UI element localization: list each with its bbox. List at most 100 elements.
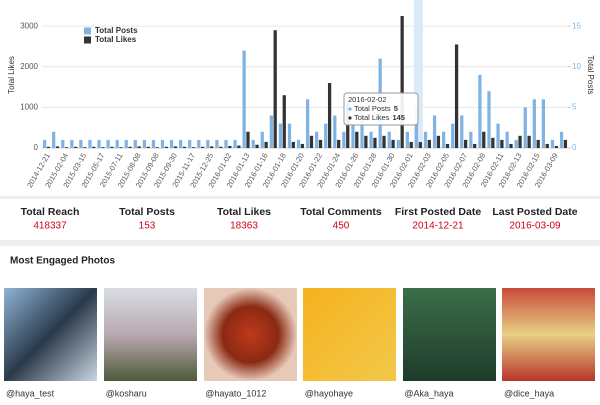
bar bbox=[460, 115, 464, 148]
bar bbox=[242, 50, 246, 148]
bar bbox=[505, 131, 509, 148]
photo-grid bbox=[4, 288, 595, 381]
stat-value: 153 bbox=[139, 221, 156, 232]
y-tick-label: 1000 bbox=[20, 103, 38, 112]
bar bbox=[151, 139, 156, 148]
bar bbox=[536, 139, 540, 148]
bar bbox=[400, 16, 404, 148]
bar bbox=[188, 139, 192, 148]
bar bbox=[432, 115, 437, 148]
bar bbox=[396, 139, 400, 148]
bar bbox=[146, 146, 150, 148]
bar bbox=[559, 131, 564, 148]
bar bbox=[61, 139, 65, 148]
bar bbox=[327, 83, 332, 148]
bar bbox=[545, 143, 549, 148]
bar bbox=[333, 115, 337, 148]
bar bbox=[164, 146, 168, 148]
tooltip-title: 2016-02-02 bbox=[348, 95, 386, 104]
bar bbox=[179, 139, 183, 148]
y2-tick-label: 5 bbox=[572, 103, 577, 112]
y2-tick-label: 10 bbox=[572, 62, 581, 71]
bar bbox=[541, 99, 546, 148]
bar bbox=[482, 131, 486, 148]
bar bbox=[273, 30, 277, 148]
bar bbox=[554, 145, 558, 148]
y2-tick-label: 15 bbox=[572, 21, 581, 30]
bar bbox=[387, 131, 391, 148]
tooltip-value: 5 bbox=[394, 104, 398, 113]
bar bbox=[364, 135, 368, 148]
photo-user: @haya_test bbox=[6, 388, 55, 398]
bar bbox=[300, 143, 305, 148]
legend-label: Total Posts bbox=[95, 26, 138, 35]
photo[interactable] bbox=[204, 288, 297, 381]
bar bbox=[355, 131, 359, 148]
stat-value: 418337 bbox=[33, 221, 67, 232]
bar bbox=[264, 141, 268, 148]
legend-label: Total Likes bbox=[95, 35, 137, 44]
stat-label: Total Posts bbox=[119, 206, 175, 218]
tooltip-line: Total Likes145 bbox=[354, 113, 405, 122]
legend-swatch bbox=[84, 36, 91, 44]
bar bbox=[496, 123, 500, 148]
bar bbox=[137, 146, 141, 148]
stat-value: 2016-03-09 bbox=[509, 221, 561, 232]
stat-value: 18363 bbox=[230, 221, 258, 232]
bar bbox=[215, 139, 219, 148]
bar bbox=[155, 147, 159, 148]
bar bbox=[142, 139, 146, 148]
bar bbox=[237, 145, 241, 148]
bar bbox=[478, 74, 482, 148]
bar bbox=[342, 131, 346, 148]
photo[interactable] bbox=[403, 288, 496, 381]
bar bbox=[418, 142, 422, 148]
bar bbox=[318, 139, 323, 148]
bar bbox=[373, 137, 377, 148]
y-tick-label: 2000 bbox=[20, 62, 38, 71]
bar bbox=[409, 141, 413, 148]
bar bbox=[509, 143, 513, 148]
photo[interactable] bbox=[303, 288, 396, 381]
bar bbox=[464, 139, 468, 148]
bar bbox=[532, 99, 536, 148]
bar bbox=[427, 139, 431, 148]
y-tick-label: 0 bbox=[34, 143, 39, 152]
bar bbox=[514, 139, 518, 148]
tooltip-line: Total Posts5 bbox=[354, 104, 398, 113]
photo[interactable] bbox=[104, 288, 197, 381]
bar bbox=[382, 135, 386, 148]
bar bbox=[246, 131, 250, 148]
bar bbox=[296, 139, 301, 148]
bar bbox=[210, 146, 214, 148]
bar bbox=[491, 137, 495, 148]
y-axis-label: Total Likes bbox=[7, 56, 16, 94]
section-title: Most Engaged Photos bbox=[10, 256, 115, 267]
bar bbox=[337, 139, 341, 148]
divider bbox=[0, 196, 600, 199]
bar bbox=[224, 139, 228, 148]
y2-axis-label: Total Posts bbox=[586, 55, 595, 94]
photo[interactable] bbox=[4, 288, 97, 381]
bar bbox=[405, 131, 409, 148]
bar bbox=[106, 139, 110, 148]
bar bbox=[160, 139, 165, 148]
bar bbox=[315, 131, 319, 148]
bar bbox=[197, 139, 201, 148]
bar bbox=[346, 103, 350, 148]
photo[interactable] bbox=[502, 288, 595, 381]
bar bbox=[563, 139, 568, 148]
divider bbox=[0, 240, 600, 246]
bar bbox=[97, 139, 101, 148]
bar bbox=[201, 146, 205, 148]
bar bbox=[79, 139, 83, 148]
bar bbox=[436, 135, 441, 148]
tooltip-value: 145 bbox=[392, 113, 405, 122]
bar bbox=[523, 107, 527, 148]
bar bbox=[473, 143, 477, 148]
bar bbox=[219, 146, 223, 148]
y2-tick-label: 0 bbox=[572, 143, 577, 152]
